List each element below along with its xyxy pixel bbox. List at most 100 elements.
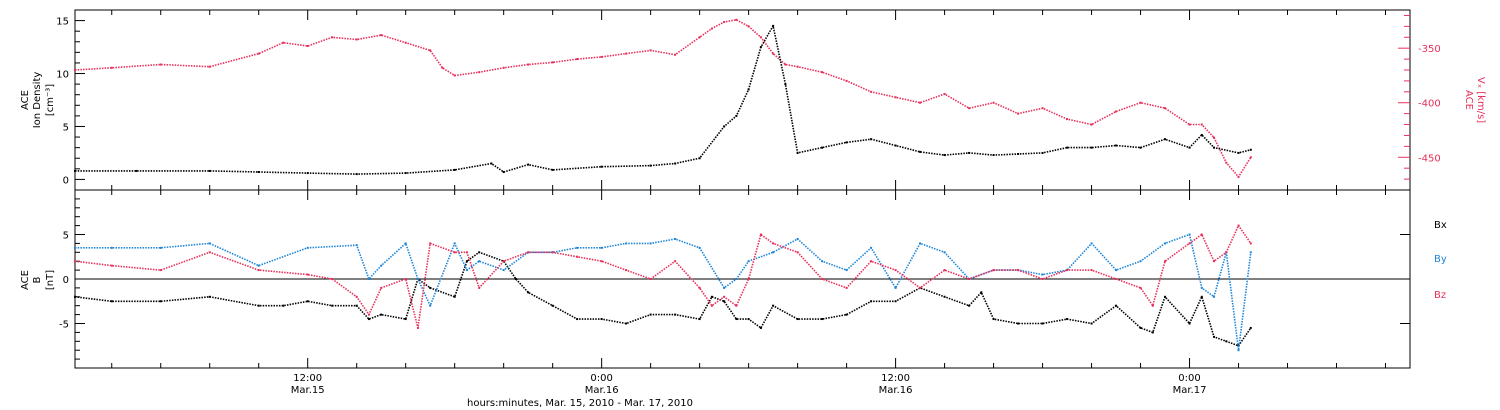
x-axis-title: hours:minutes, Mar. 15, 2010 - Mar. 17, … [467,398,693,409]
bz-series-point [453,251,456,254]
bz-series-point [331,278,334,280]
vx-series-trace [74,19,1252,178]
bx-series-point [735,318,738,321]
x-tick-label-time: 0:00 [1178,373,1200,384]
bx-series-point [759,326,762,329]
bx-series-point [110,300,113,303]
ion-density-series-point [453,168,456,171]
y-tick-label-top-right: -450 [1418,153,1441,164]
bx-series-point [380,313,383,316]
x-tick-label-date: Mar.17 [1173,385,1207,396]
vx-series-point [698,36,701,39]
bx-series-point [845,313,848,316]
bz-series-point [710,304,713,307]
bz-series-point [870,260,873,263]
bx-series-point [465,260,468,263]
bx-series-point [453,295,456,298]
vx-series-point [772,52,775,55]
by-series-point [404,242,407,245]
bx-series-point [1017,322,1020,325]
by-series-point [1115,269,1118,272]
x-tick-label-time: 12:00 [293,373,322,384]
top-left-ylabel: ACE Ion Density [cm⁻³] [20,72,56,129]
bx-series-point [796,318,799,321]
bz-series-point [159,269,162,272]
vx-series-point [576,58,579,61]
vx-series-point [735,18,738,21]
vx-series-point [257,52,260,55]
vx-series-point [600,55,603,58]
bx-series-point [625,322,628,325]
bz-series-point [735,304,738,307]
vx-series-point [784,63,787,66]
bz-series-point [1139,286,1142,289]
bx-series-point [1139,326,1142,329]
vx-series-point [282,41,285,44]
bottom-legend: Bx By Bz [1434,220,1447,301]
bz-series-point [306,273,309,276]
top-right-ylabel-line2: Vₓ [km/s] [1475,77,1486,123]
ion-density-series-trace [75,25,1251,175]
ion-density-series-point [1164,138,1167,141]
by-series-point [772,251,775,254]
bz-series-point [1041,278,1044,280]
bx-series-point [306,300,309,303]
vx-series-point [306,45,309,47]
bx-series-point [1249,326,1252,329]
vx-series-point [1188,123,1191,126]
bottom-left-ylabel-line3: [nT] [45,270,56,290]
y-tick-label-top-right: -350 [1418,44,1441,55]
x-tick-label-date: Mar.16 [585,385,619,396]
ion-density-series-point [600,165,603,168]
vx-series-point [1249,156,1252,159]
y-tick-label-top-left: 10 [56,70,69,81]
vx-series-point [380,34,383,37]
by-series-point [1237,349,1240,352]
bz-series-point [698,286,701,289]
legend-bz: Bz [1434,290,1446,301]
y-tick-label-bottom: 0 [63,275,69,286]
vx-series-point [1090,123,1093,126]
bz-series-point [404,278,407,280]
by-series-point [367,278,370,280]
bz-series-point [1151,304,1154,307]
y-tick-label-top-left: 0 [63,175,69,186]
by-series-point [478,260,481,263]
vx-series-point [441,66,444,69]
vx-series-point [1164,107,1167,110]
bx-series-point [821,318,824,321]
bz-series-point [992,269,995,272]
bz-series-trace [74,224,1252,329]
ion-density-series-point [919,150,922,153]
vx-series-point [968,107,971,110]
by-series-trace [75,233,1252,351]
vx-series-point [110,66,113,69]
x-tick-label-date: Mar.15 [291,385,325,396]
legend-bx: Bx [1434,220,1447,231]
bx-series-point [282,304,285,307]
bx-series-point [980,291,983,294]
bottom-left-ylabel-line1: ACE [20,270,31,290]
by-series-point [576,246,579,249]
by-series-point [208,242,211,245]
y-tick-label-bottom: -5 [59,320,69,331]
bz-series-point [747,278,750,280]
x-tick-label-time: 12:00 [881,373,910,384]
y-tick-label-top-left: 15 [56,17,69,28]
ion-density-series-point [551,168,554,171]
x-tick-label-date: Mar.16 [879,385,913,396]
bx-series-point [723,300,726,303]
bx-series-point [1041,322,1044,325]
ion-density-series-point [1139,146,1142,149]
bx-series-point [710,295,713,298]
bz-series-point [1213,260,1216,263]
top-panel-frame [74,9,1411,191]
vx-series-point [208,65,211,68]
bottom-left-ylabel-line2: B [32,276,43,283]
chart-marks: 12:00Mar.150:00Mar.1612:00Mar.160:00Mar.… [56,10,1441,396]
ion-density-series-point [1090,146,1093,149]
vx-series-point [1213,136,1216,139]
bz-series-point [110,264,113,267]
